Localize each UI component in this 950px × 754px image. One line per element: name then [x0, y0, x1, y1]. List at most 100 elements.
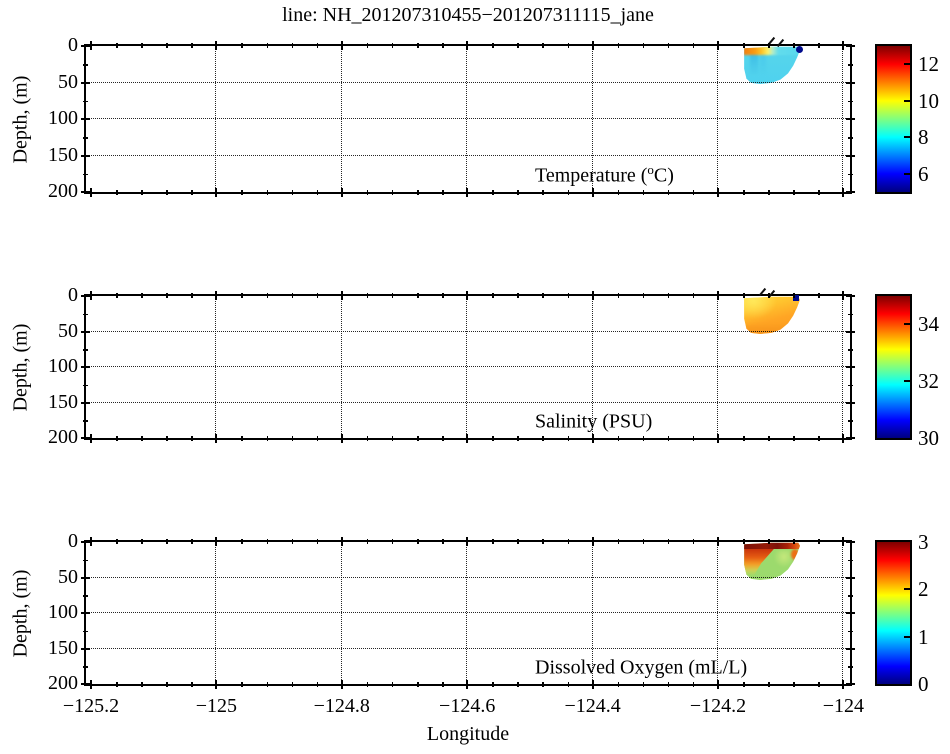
- x-minor-tick: [291, 539, 294, 544]
- gridline-horizontal: [86, 154, 850, 156]
- x-major-tick: [717, 41, 719, 50]
- x-minor-tick: [818, 436, 820, 441]
- y-major-tick: [81, 401, 90, 404]
- oxygen-surface-strip: [744, 542, 800, 549]
- y-minor-tick: [83, 420, 88, 422]
- x-minor-tick: [492, 43, 494, 48]
- y-axis-label: Depth, (m): [0, 294, 42, 440]
- x-minor-tick: [768, 436, 770, 441]
- x-minor-tick: [316, 436, 319, 441]
- label-text: Temperature (: [535, 165, 648, 187]
- colorbar-tick: [904, 380, 910, 383]
- x-minor-tick: [116, 682, 118, 687]
- y-minor-tick: [83, 595, 88, 597]
- x-minor-tick: [567, 43, 570, 48]
- x-minor-tick: [391, 682, 394, 687]
- y-major-tick: [81, 81, 90, 84]
- x-minor-tick: [442, 682, 444, 687]
- x-minor-tick: [442, 436, 444, 441]
- dissolved-oxygen-colorbar: [875, 540, 912, 686]
- x-minor-tick: [391, 43, 394, 48]
- y-tick-label: 100: [48, 355, 78, 377]
- y-major-tick: [846, 330, 855, 333]
- x-minor-tick: [116, 43, 118, 48]
- x-major-tick: [717, 188, 719, 197]
- jet-gradient: [877, 542, 910, 684]
- y-major-tick: [846, 295, 855, 297]
- y-major-tick: [846, 191, 855, 193]
- x-minor-tick: [818, 682, 820, 687]
- x-major-tick: [842, 188, 845, 197]
- y-major-tick: [846, 612, 855, 614]
- x-major-tick: [842, 434, 845, 443]
- x-minor-tick: [266, 293, 269, 298]
- x-minor-tick: [141, 43, 143, 48]
- x-major-tick: [591, 291, 594, 300]
- x-minor-tick: [768, 682, 770, 687]
- y-minor-tick: [83, 384, 88, 387]
- y-tick-label: 100: [48, 601, 78, 623]
- gridline-vertical: [591, 46, 593, 192]
- x-minor-tick: [316, 539, 319, 544]
- station-marker-circle: [796, 46, 803, 53]
- x-minor-tick: [266, 539, 269, 544]
- colorbar-tick: [904, 588, 910, 591]
- x-minor-tick: [391, 539, 394, 544]
- x-major-tick: [717, 537, 719, 546]
- gridline-horizontal: [86, 81, 850, 83]
- x-minor-tick: [818, 539, 820, 544]
- x-minor-tick: [166, 682, 168, 687]
- x-minor-tick: [768, 539, 770, 544]
- x-minor-tick: [517, 436, 519, 441]
- y-major-tick: [846, 647, 855, 650]
- x-major-tick: [340, 680, 343, 689]
- y-major-tick: [846, 366, 855, 368]
- x-minor-tick: [542, 190, 544, 195]
- y-tick-label: 100: [48, 107, 78, 129]
- y-minor-tick: [848, 666, 853, 668]
- y-minor-tick: [848, 313, 853, 316]
- y-minor-tick: [848, 64, 853, 66]
- x-minor-tick: [191, 43, 193, 48]
- x-minor-tick: [316, 190, 319, 195]
- x-minor-tick: [291, 682, 294, 687]
- x-minor-tick: [266, 436, 269, 441]
- y-major-tick: [846, 45, 855, 47]
- y-tick-label: 0: [68, 530, 78, 552]
- x-minor-tick: [291, 43, 294, 48]
- x-major-tick: [90, 41, 92, 50]
- x-major-tick: [842, 537, 845, 546]
- gridline-vertical: [215, 542, 217, 684]
- colorbar-tick: [904, 172, 910, 175]
- x-minor-tick: [141, 682, 143, 687]
- x-minor-tick: [818, 293, 820, 298]
- x-minor-tick: [442, 293, 444, 298]
- x-minor-tick: [241, 43, 243, 48]
- x-minor-tick: [492, 539, 494, 544]
- y-tick-label: 200: [48, 180, 78, 202]
- colorbar-tick-label: 12: [918, 52, 939, 77]
- x-minor-tick: [743, 682, 745, 687]
- gridline-vertical: [842, 296, 844, 438]
- x-minor-tick: [567, 190, 570, 195]
- x-major-tick: [215, 41, 218, 50]
- x-minor-tick: [241, 190, 243, 195]
- x-minor-tick: [818, 190, 820, 195]
- x-major-tick: [842, 291, 845, 300]
- x-major-tick: [340, 188, 343, 197]
- x-minor-tick: [642, 539, 645, 544]
- x-major-tick: [340, 291, 343, 300]
- x-minor-tick: [567, 436, 570, 441]
- x-major-tick: [466, 537, 469, 546]
- x-minor-tick: [166, 539, 168, 544]
- label-text: Salinity (PSU): [535, 411, 653, 433]
- x-axis-label: Longitude: [426, 723, 510, 745]
- x-minor-tick: [542, 682, 544, 687]
- x-minor-tick: [492, 190, 494, 195]
- gridline-vertical: [717, 46, 718, 192]
- x-minor-tick: [567, 539, 570, 544]
- gridline-vertical: [340, 46, 342, 192]
- gridline-horizontal: [86, 612, 850, 613]
- colorbar-tick-label: 0: [918, 672, 929, 696]
- dissolved-oxygen-label: Dissolved Oxygen (mL/L): [535, 654, 747, 680]
